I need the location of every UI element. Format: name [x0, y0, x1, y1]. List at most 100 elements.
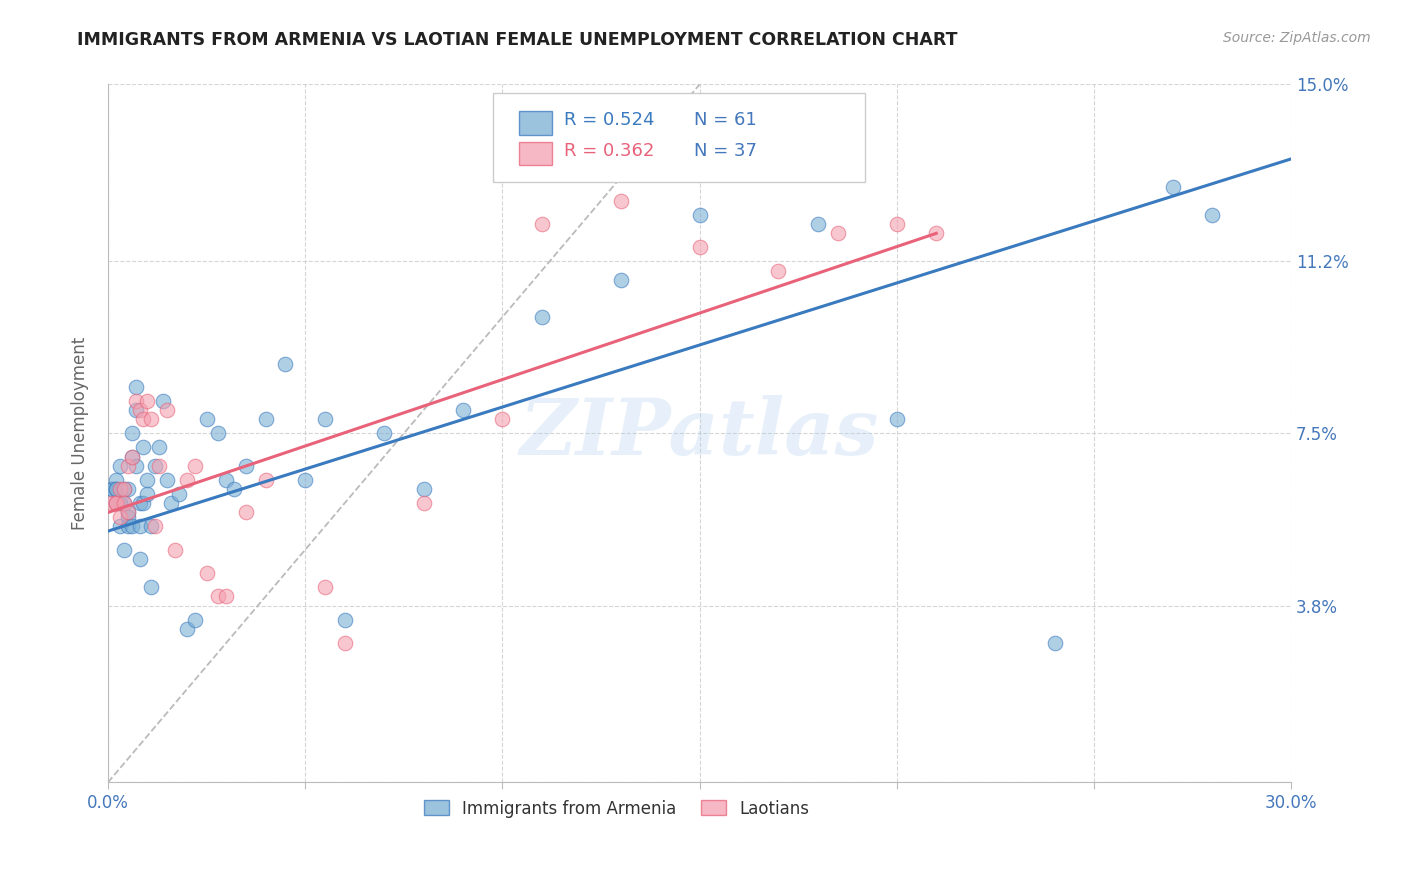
Point — [121, 426, 143, 441]
Point — [117, 510, 139, 524]
Text: ZIPatlas: ZIPatlas — [520, 395, 879, 472]
Point — [207, 589, 229, 603]
FancyBboxPatch shape — [519, 142, 551, 165]
Point — [124, 393, 146, 408]
Point — [101, 482, 124, 496]
Point — [215, 589, 238, 603]
Point — [184, 613, 207, 627]
Point — [143, 519, 166, 533]
Point — [254, 473, 277, 487]
Point — [1201, 208, 1223, 222]
Point — [141, 412, 163, 426]
Point — [333, 636, 356, 650]
Text: N = 61: N = 61 — [693, 111, 756, 129]
Point — [1043, 636, 1066, 650]
Point — [412, 482, 434, 496]
Point — [141, 580, 163, 594]
Point — [101, 482, 124, 496]
Point — [121, 519, 143, 533]
Point — [108, 510, 131, 524]
Point — [124, 403, 146, 417]
Point — [176, 473, 198, 487]
Point — [163, 542, 186, 557]
Point — [104, 482, 127, 496]
Text: IMMIGRANTS FROM ARMENIA VS LAOTIAN FEMALE UNEMPLOYMENT CORRELATION CHART: IMMIGRANTS FROM ARMENIA VS LAOTIAN FEMAL… — [77, 31, 957, 49]
Point — [124, 458, 146, 473]
Point — [128, 403, 150, 417]
Point — [136, 487, 159, 501]
Point — [112, 482, 135, 496]
Point — [412, 496, 434, 510]
Point — [104, 496, 127, 510]
Point — [254, 412, 277, 426]
Point — [143, 458, 166, 473]
Point — [451, 403, 474, 417]
Point — [689, 208, 711, 222]
Point — [108, 482, 131, 496]
Point — [195, 412, 218, 426]
Text: R = 0.362: R = 0.362 — [564, 142, 654, 160]
Point — [108, 496, 131, 510]
Point — [224, 482, 246, 496]
Point — [195, 566, 218, 580]
Point — [108, 519, 131, 533]
Point — [141, 519, 163, 533]
Point — [112, 496, 135, 510]
Point — [104, 482, 127, 496]
Point — [112, 542, 135, 557]
Point — [886, 217, 908, 231]
Point — [215, 473, 238, 487]
Point — [117, 519, 139, 533]
Point — [156, 473, 179, 487]
Point — [373, 426, 395, 441]
Point — [148, 441, 170, 455]
Point — [132, 496, 155, 510]
Point — [112, 482, 135, 496]
Point — [167, 487, 190, 501]
Point — [136, 393, 159, 408]
Text: N = 37: N = 37 — [693, 142, 756, 160]
Point — [101, 496, 124, 510]
Point — [121, 450, 143, 464]
Text: R = 0.524: R = 0.524 — [564, 111, 654, 129]
Point — [128, 496, 150, 510]
Point — [530, 217, 553, 231]
Point — [152, 393, 174, 408]
Point — [689, 240, 711, 254]
Point — [314, 412, 336, 426]
Point — [768, 263, 790, 277]
Point — [132, 412, 155, 426]
Point — [117, 482, 139, 496]
Point — [235, 506, 257, 520]
Point — [184, 458, 207, 473]
Point — [807, 217, 830, 231]
Point — [314, 580, 336, 594]
Point — [136, 473, 159, 487]
Point — [156, 403, 179, 417]
Point — [132, 441, 155, 455]
Y-axis label: Female Unemployment: Female Unemployment — [72, 337, 89, 530]
Point — [530, 310, 553, 324]
Point — [104, 473, 127, 487]
Point — [104, 496, 127, 510]
Point — [886, 412, 908, 426]
Point — [1161, 179, 1184, 194]
Point — [491, 412, 513, 426]
Point — [104, 496, 127, 510]
Point — [207, 426, 229, 441]
Point — [124, 380, 146, 394]
Point — [609, 194, 631, 208]
Point — [117, 458, 139, 473]
Point — [925, 227, 948, 241]
Point — [108, 458, 131, 473]
Point — [827, 227, 849, 241]
Point — [128, 519, 150, 533]
FancyBboxPatch shape — [519, 111, 551, 135]
Legend: Immigrants from Armenia, Laotians: Immigrants from Armenia, Laotians — [418, 793, 817, 824]
Point — [117, 506, 139, 520]
Point — [609, 273, 631, 287]
FancyBboxPatch shape — [492, 93, 865, 182]
Point — [333, 613, 356, 627]
Text: Source: ZipAtlas.com: Source: ZipAtlas.com — [1223, 31, 1371, 45]
Point — [235, 458, 257, 473]
